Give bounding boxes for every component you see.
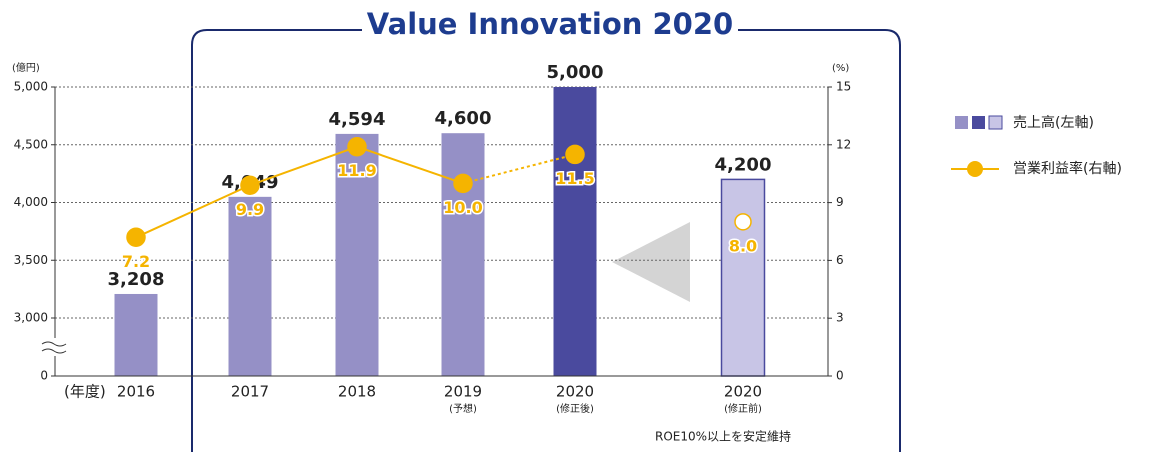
bar-value-label: 3,208 <box>108 269 165 290</box>
x-tick-label: 2016 <box>117 383 155 401</box>
line-marker <box>453 173 473 194</box>
bar <box>441 133 485 376</box>
y2-axis-label: (%) <box>832 63 849 74</box>
axis-break <box>41 341 67 354</box>
bar-value-label: 4,200 <box>715 154 772 175</box>
x-tick-label: 2020 <box>556 383 594 401</box>
x-tick-label: 2017 <box>231 383 269 401</box>
x-tick-label: 2020 <box>724 383 762 401</box>
y-tick-label: 3,500 <box>14 253 48 267</box>
x-tick-label: 2019 <box>444 383 482 401</box>
bar-value-label: 5,000 <box>547 62 604 83</box>
line-value-label: 7.2 <box>122 252 150 271</box>
line-value-label: 9.9 <box>236 200 264 219</box>
legend-label: 売上高(左軸) <box>1013 114 1094 131</box>
line-value-label: 8.0 <box>729 236 757 255</box>
line-value-label: 11.5 <box>555 169 594 188</box>
bar-value-label: 4,594 <box>329 109 386 130</box>
x-tick-note: (予想) <box>449 402 477 415</box>
legend-swatch <box>988 115 1003 130</box>
x-tick-label: 2018 <box>338 383 376 401</box>
y2-tick-label: 12 <box>836 137 851 151</box>
y2-tick-label: 0 <box>836 369 844 383</box>
legend-marker <box>967 161 983 177</box>
x-tick-note: (修正前) <box>724 402 762 415</box>
axis-break-bg <box>40 338 70 356</box>
x-tick-note: (修正後) <box>556 402 594 415</box>
line-marker <box>565 144 585 165</box>
bar <box>228 196 272 376</box>
legend-swatch <box>972 116 985 129</box>
y2-tick-label: 6 <box>836 253 844 267</box>
line-marker <box>126 227 146 248</box>
y2-tick-label: 3 <box>836 311 844 325</box>
line-value-label: 10.0 <box>443 198 482 217</box>
chart-title: Value Innovation 2020 <box>367 7 733 41</box>
bar <box>553 87 597 376</box>
y-tick-label: 4,000 <box>14 195 48 209</box>
legend-label: 営業利益率(右軸) <box>1013 160 1122 177</box>
y-tick-label: 0 <box>40 369 48 383</box>
bar <box>720 178 766 377</box>
bar <box>114 293 158 376</box>
line-marker <box>347 136 367 157</box>
frame <box>191 29 901 452</box>
y-tick-label: 4,500 <box>14 137 48 151</box>
y2-tick-label: 9 <box>836 195 844 209</box>
bar <box>335 133 379 376</box>
line-segment <box>462 153 576 185</box>
legend-swatch <box>955 116 968 129</box>
line-marker <box>734 213 752 231</box>
y-axis-label: (億円) <box>12 61 40 74</box>
bar-value-label: 4,600 <box>435 108 492 129</box>
arrow <box>612 222 690 302</box>
note: ROE10%以上を安定維持 <box>655 429 791 444</box>
x-axis-label: (年度) <box>64 383 106 401</box>
y-tick-label: 3,000 <box>14 311 48 325</box>
line-segment <box>356 145 464 185</box>
line-value-label: 11.9 <box>337 161 376 180</box>
line-marker <box>240 175 260 196</box>
y-tick-label: 5,000 <box>14 80 48 94</box>
line-segment <box>249 145 358 187</box>
line-segment <box>135 184 251 239</box>
y2-tick-label: 15 <box>836 80 851 94</box>
